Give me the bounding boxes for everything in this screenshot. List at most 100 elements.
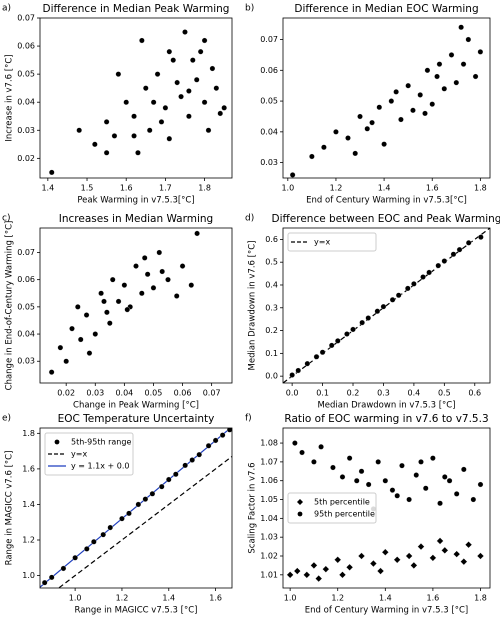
circle-marker xyxy=(436,61,443,67)
circle-marker xyxy=(57,344,64,351)
circle-marker xyxy=(121,282,128,288)
circle-marker xyxy=(450,251,457,258)
panel: c) Increases in Median Warming Change in P… xyxy=(2,213,233,411)
circle-marker xyxy=(154,71,161,77)
circle-marker xyxy=(353,477,360,484)
circle-marker xyxy=(470,496,477,503)
circle-marker xyxy=(173,471,179,478)
circle-marker xyxy=(430,455,436,461)
circle-marker xyxy=(364,125,371,132)
circle-marker xyxy=(380,303,387,310)
diamond-marker xyxy=(465,541,473,549)
diamond-marker xyxy=(315,575,323,583)
circle-marker xyxy=(381,141,387,147)
circle-marker xyxy=(75,304,81,310)
circle-marker xyxy=(398,116,404,123)
circle-marker xyxy=(441,85,448,92)
y-tick-label: 1.04 xyxy=(260,514,278,523)
circle-marker xyxy=(92,141,98,148)
circle-marker xyxy=(41,579,48,586)
circle-marker xyxy=(144,271,151,278)
y-tick-label: 0.5 xyxy=(265,258,278,267)
circle-marker xyxy=(405,285,411,292)
circle-marker xyxy=(63,358,69,365)
diamond-marker xyxy=(441,546,449,554)
circle-marker xyxy=(448,52,455,58)
y-axis-label: Median Drawdown in v7.6 [°C] xyxy=(248,241,258,371)
y-tick-label: 0.04 xyxy=(17,330,35,339)
circle-marker xyxy=(418,459,424,465)
y-tick-label: 0.07 xyxy=(17,14,35,23)
circle-marker xyxy=(201,37,208,44)
y-axis-label: Increase in v7.6 [°C] xyxy=(5,54,15,141)
diamond-marker xyxy=(476,552,484,560)
y-tick-label: 0.07 xyxy=(260,35,278,44)
diamond-marker xyxy=(346,563,354,571)
circle-marker xyxy=(330,464,336,471)
x-tick-label: 0.05 xyxy=(145,389,163,398)
circle-marker xyxy=(186,88,192,94)
x-tick-label: 0.02 xyxy=(57,389,75,398)
circle-marker xyxy=(369,119,375,126)
circle-marker xyxy=(141,255,148,261)
x-tick-label: 1.2 xyxy=(116,594,129,603)
diamond-marker xyxy=(322,565,330,573)
circle-marker xyxy=(344,331,350,337)
axes-frame xyxy=(282,227,491,384)
x-tick-label: 0.2 xyxy=(347,389,360,398)
plot-area xyxy=(283,228,490,383)
x-tick-label: 0.0 xyxy=(286,389,299,398)
circle-marker xyxy=(350,326,356,333)
y-tick-label: 0.1 xyxy=(265,349,278,358)
x-tick-label: 0.4 xyxy=(408,389,421,398)
circle-marker xyxy=(217,110,224,117)
x-tick-label: 1.8 xyxy=(198,184,211,193)
circle-marker xyxy=(188,282,195,288)
circle-marker xyxy=(83,312,90,318)
circle-marker xyxy=(478,234,484,240)
x-tick-label: 0.1 xyxy=(316,389,329,398)
circle-marker xyxy=(159,268,165,275)
circle-marker xyxy=(109,276,116,283)
circle-marker xyxy=(472,73,479,80)
x-axis-label: Median Drawdown in v7.5.3 [°C] xyxy=(317,401,455,411)
x-tick-label: 0.06 xyxy=(174,389,192,398)
panel-label: f) xyxy=(245,414,252,424)
legend-box xyxy=(44,432,134,476)
panel-label: b) xyxy=(245,4,254,14)
circle-marker xyxy=(86,350,93,356)
x-tick-label: 1.7 xyxy=(159,184,172,193)
circle-marker xyxy=(182,29,188,35)
circle-marker xyxy=(158,119,165,125)
circle-marker xyxy=(91,538,97,545)
circle-marker xyxy=(205,127,212,134)
x-axis-label: Range in MAGICC v7.5.3 [°C] xyxy=(75,606,198,616)
circle-marker xyxy=(107,320,113,326)
circle-marker xyxy=(460,61,467,67)
circle-marker xyxy=(158,483,165,490)
legend-box xyxy=(287,232,377,252)
legend: y=x xyxy=(287,232,377,252)
y-tick-label: 0.04 xyxy=(17,98,35,107)
circle-marker xyxy=(297,511,303,517)
y-tick-label: 1.4 xyxy=(22,500,35,509)
circle-marker xyxy=(375,459,381,465)
x-axis-label: End of Century Warming in v7.5.3[°C] xyxy=(306,196,467,206)
x-axis-label: End of Century Warming in v7.5.3 [°C] xyxy=(305,606,468,616)
x-tick-label: 1.2 xyxy=(330,184,343,193)
y-tick-label: 0.05 xyxy=(260,97,278,106)
circle-marker xyxy=(104,309,110,316)
circle-marker xyxy=(456,246,463,253)
circle-marker xyxy=(162,105,169,111)
circle-marker xyxy=(406,496,412,503)
circle-marker xyxy=(92,331,99,337)
diamond-marker xyxy=(410,561,418,569)
panel-label: d) xyxy=(245,214,254,224)
circle-marker xyxy=(395,292,402,299)
y-tick-label: 1.05 xyxy=(260,495,278,504)
circle-marker xyxy=(131,133,137,139)
diamond-marker xyxy=(297,499,303,505)
circle-marker xyxy=(289,172,296,178)
circle-marker xyxy=(54,439,60,445)
